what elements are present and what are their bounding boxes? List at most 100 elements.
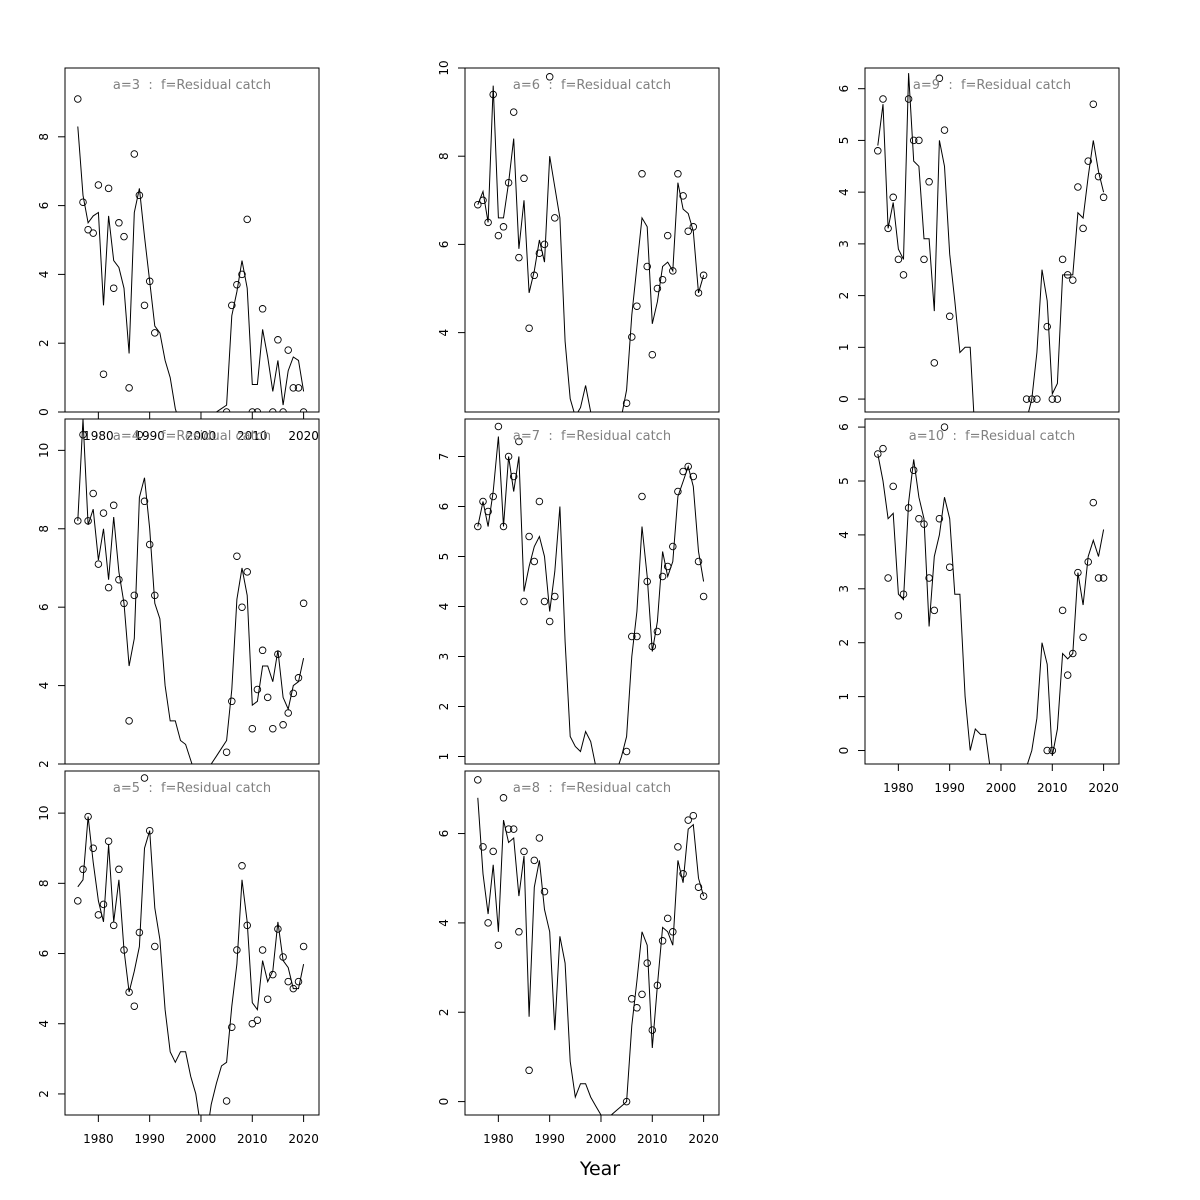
panel-5: 1 2 3 4 5 6 7 a=7 : f=Residual catch xyxy=(437,418,720,765)
observed-point xyxy=(243,921,251,930)
y-tick-label: 6 xyxy=(837,85,851,93)
observed-point xyxy=(945,312,954,321)
observed-point xyxy=(279,408,287,412)
observed-point xyxy=(920,255,928,264)
observed-point xyxy=(1069,276,1077,284)
observed-point xyxy=(515,437,523,446)
observed-point xyxy=(674,170,682,178)
y-tick-label: 8 xyxy=(37,525,51,533)
observed-point xyxy=(1043,746,1051,755)
y-tick-label: 0 xyxy=(437,1098,451,1106)
observed-point xyxy=(874,147,882,155)
observed-point xyxy=(694,289,703,297)
observed-point xyxy=(79,198,87,206)
observed-point xyxy=(520,847,528,856)
observed-point xyxy=(489,90,497,99)
observed-point xyxy=(628,333,636,341)
observed-point xyxy=(638,170,646,178)
observed-point xyxy=(504,825,513,833)
observed-point xyxy=(535,497,544,506)
observed-point xyxy=(140,497,149,506)
plot-area xyxy=(474,422,708,764)
observed-point xyxy=(120,232,128,241)
x-tick-label: 2020 xyxy=(688,1132,719,1146)
observed-point xyxy=(509,472,518,481)
observed-point xyxy=(945,563,954,571)
observed-point xyxy=(269,724,277,733)
observed-point xyxy=(151,591,159,600)
observed-point xyxy=(535,834,544,842)
x-tick-label: 2010 xyxy=(237,1132,268,1146)
observed-point xyxy=(915,136,923,145)
observed-point xyxy=(643,262,651,271)
observed-point xyxy=(1074,183,1082,191)
observed-point xyxy=(99,370,108,378)
observed-point xyxy=(638,492,646,501)
observed-point xyxy=(1089,100,1098,108)
x-tick-label: 2000 xyxy=(186,1132,217,1146)
observed-point xyxy=(115,575,123,584)
observed-point xyxy=(1028,395,1036,403)
observed-point xyxy=(99,900,108,909)
y-tick-label: 6 xyxy=(37,202,51,210)
observed-point xyxy=(222,1097,231,1105)
observed-point xyxy=(622,399,631,407)
observed-point xyxy=(253,685,262,694)
observed-point xyxy=(228,697,236,706)
observed-point xyxy=(520,597,528,606)
plot-frame xyxy=(64,418,320,765)
observed-point xyxy=(1022,395,1031,403)
observed-point xyxy=(689,811,698,820)
x-tick-label: 2010 xyxy=(237,429,268,443)
observed-point xyxy=(248,408,257,412)
observed-point xyxy=(130,1002,139,1010)
observed-point xyxy=(135,928,144,937)
observed-point xyxy=(879,444,887,453)
panel-3: 0 1 2 3 4 5 6 a=9 : f=Residual catch xyxy=(837,67,1120,413)
observed-point xyxy=(135,191,144,200)
fitted-line xyxy=(77,419,305,764)
observed-point xyxy=(909,466,918,474)
observed-point xyxy=(294,674,303,682)
observed-point xyxy=(74,897,82,905)
observed-point xyxy=(669,542,677,551)
observed-point xyxy=(643,577,651,586)
observed-point xyxy=(489,847,497,856)
observed-point xyxy=(653,627,662,636)
observed-point xyxy=(243,215,251,224)
observed-point xyxy=(109,284,118,292)
observed-point xyxy=(648,350,657,359)
observed-point xyxy=(274,925,282,933)
observed-point xyxy=(689,472,698,481)
y-tick-label: 6 xyxy=(437,503,451,511)
observed-point xyxy=(489,492,497,501)
fitted-line xyxy=(77,126,305,412)
observed-point xyxy=(269,970,277,979)
observed-point xyxy=(540,887,549,896)
plot-area xyxy=(474,73,708,412)
observed-point xyxy=(104,837,113,845)
observed-point xyxy=(263,995,272,1003)
observed-point xyxy=(1094,172,1103,181)
observed-point xyxy=(545,73,554,81)
observed-point xyxy=(494,231,503,240)
observed-point xyxy=(535,249,544,257)
observed-point xyxy=(474,200,482,209)
y-tick-label: 4 xyxy=(437,603,451,611)
observed-point xyxy=(874,450,882,458)
observed-point xyxy=(633,302,641,310)
observed-point xyxy=(125,717,133,725)
observed-point xyxy=(904,95,913,103)
observed-point xyxy=(243,568,251,576)
observed-point xyxy=(1063,271,1072,279)
y-tick-label: 2 xyxy=(437,703,451,711)
observed-point xyxy=(663,914,672,923)
y-tick-label: 6 xyxy=(37,603,51,611)
observed-point xyxy=(879,95,887,103)
observed-point xyxy=(263,693,272,702)
observed-point xyxy=(233,946,241,954)
observed-point xyxy=(525,1066,533,1075)
x-tick-label: 1980 xyxy=(883,781,914,795)
